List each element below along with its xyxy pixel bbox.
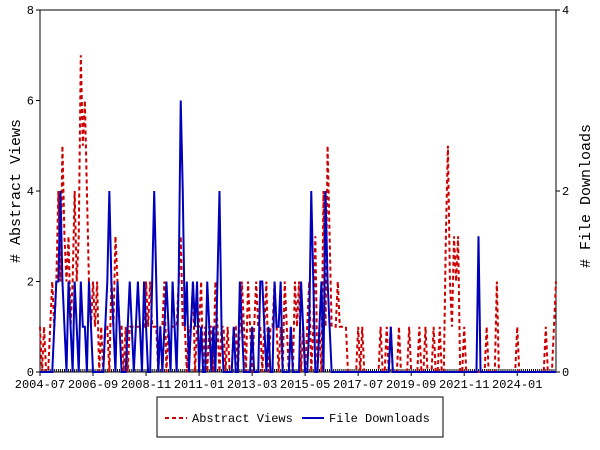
y-tick-label: 8 [27, 4, 34, 18]
legend-label: File Downloads [329, 412, 430, 426]
y-tick-label: 4 [27, 185, 34, 199]
y2-axis-label: # File Downloads [578, 124, 595, 268]
y-tick-label: 6 [27, 95, 34, 109]
x-tick-label: 2008-11 [121, 378, 171, 392]
x-tick-label: 2006-09 [68, 378, 118, 392]
x-tick-label: 2011-01 [174, 378, 224, 392]
x-tick-label: 2015-05 [280, 378, 330, 392]
y2-tick-label: 2 [562, 185, 569, 199]
series-line [40, 100, 556, 373]
x-tick-label: 2004-07 [15, 378, 65, 392]
y-tick-label: 0 [27, 366, 34, 380]
y2-tick-label: 4 [562, 4, 569, 18]
x-tick-label: 2017-07 [333, 378, 383, 392]
x-tick-label: 2021-11 [439, 378, 489, 392]
x-tick-label: 2024-01 [492, 378, 542, 392]
x-tick-label: 2013-03 [227, 378, 277, 392]
y-axis-label: # Abstract Views [8, 119, 25, 263]
legend-label: Abstract Views [192, 412, 293, 426]
x-tick-label: 2019-09 [386, 378, 436, 392]
y2-tick-label: 0 [562, 366, 569, 380]
y-tick-label: 2 [27, 276, 34, 290]
legend-box [156, 396, 444, 438]
